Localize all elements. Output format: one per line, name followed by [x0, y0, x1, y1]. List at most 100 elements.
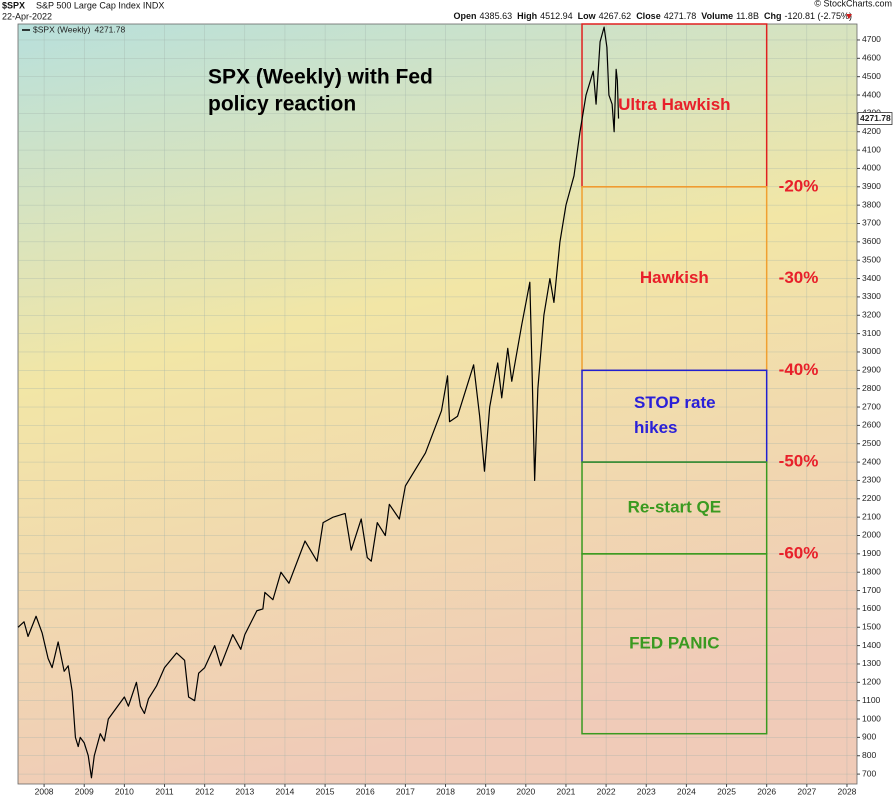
x-tick-label: 2010	[115, 786, 134, 796]
x-tick-label: 2008	[35, 786, 54, 796]
zone-label: STOP rate	[634, 393, 716, 412]
y-tick-label: 3800	[862, 199, 881, 209]
x-tick-label: 2021	[556, 786, 575, 796]
x-tick-label: 2025	[717, 786, 736, 796]
y-tick-label: 4400	[862, 89, 881, 99]
y-tick-label: 3000	[862, 346, 881, 356]
level-label: -40%	[779, 360, 819, 379]
y-tick-label: 1600	[862, 603, 881, 613]
y-tick-label: 4200	[862, 126, 881, 136]
y-tick-label: 1300	[862, 658, 881, 668]
y-tick-label: 700	[862, 768, 876, 778]
y-tick-label: 1900	[862, 548, 881, 558]
y-tick-label: 2100	[862, 511, 881, 521]
zone-box	[581, 553, 768, 735]
y-tick-label: 4700	[862, 34, 881, 44]
y-tick-label: 1500	[862, 622, 881, 632]
quote-value: 4512.94	[540, 11, 573, 21]
symbol: $SPX	[2, 0, 25, 10]
quote-value: -120.81 (-2.75%)	[784, 11, 852, 21]
x-tick-label: 2022	[597, 786, 616, 796]
zone-label: Hawkish	[640, 268, 709, 287]
x-tick-label: 2018	[436, 786, 455, 796]
y-tick-label: 1000	[862, 713, 881, 723]
y-tick-label: 3400	[862, 273, 881, 283]
quote-label: Low	[578, 11, 597, 21]
x-tick-label: 2011	[155, 786, 174, 796]
x-tick-label: 2023	[637, 786, 656, 796]
index-name: S&P 500 Large Cap Index INDX	[36, 0, 164, 10]
y-tick-label: 3600	[862, 236, 881, 246]
quote-label: Chg	[764, 11, 782, 21]
y-tick-label: 2800	[862, 383, 881, 393]
x-tick-label: 2027	[797, 786, 816, 796]
zone-label: FED PANIC	[629, 633, 719, 652]
y-tick-label: 3900	[862, 181, 881, 191]
level-label: -30%	[779, 268, 819, 287]
level-label: -50%	[779, 452, 819, 471]
quote-label: Close	[636, 11, 661, 21]
y-tick-label: 4100	[862, 144, 881, 154]
x-tick-label: 2028	[838, 786, 857, 796]
quote-value: 4385.63	[480, 11, 513, 21]
y-tick-label: 2300	[862, 475, 881, 485]
x-tick-label: 2009	[75, 786, 94, 796]
y-tick-label: 2000	[862, 530, 881, 540]
quote: Open 4385.63 High 4512.94 Low 4267.62 Close 427…	[454, 11, 852, 21]
y-tick-label: 1200	[862, 677, 881, 687]
legend-value: 4271.78	[94, 24, 125, 34]
zone-label: hikes	[634, 418, 677, 437]
y-tick-label: 1700	[862, 585, 881, 595]
level-label: -20%	[779, 176, 819, 195]
x-tick-label: 2017	[396, 786, 415, 796]
watermark: © StockCharts.com	[814, 0, 892, 8]
header: $SPX S&P 500 Large Cap Index INDX 22-Apr…	[2, 0, 892, 21]
x-tick-label: 2019	[476, 786, 495, 796]
zone-label: Re-start QE	[628, 497, 722, 516]
plot: 2008 2009 2010 2011 2012 2013 2014 2015 2016 2017…	[17, 23, 893, 796]
x-tick-label: 2024	[677, 786, 696, 796]
y-tick-label: 3200	[862, 310, 881, 320]
y-tick-label: 2700	[862, 401, 881, 411]
quote-label: High	[517, 11, 537, 21]
y-tick-label: 2200	[862, 493, 881, 503]
quote-value: 4271.78	[664, 11, 697, 21]
price-line	[17, 26, 620, 779]
y-tick-label: 2600	[862, 420, 881, 430]
y-tick-label: 3700	[862, 218, 881, 228]
y-tick-label: 3500	[862, 254, 881, 264]
y-tick-label: 2900	[862, 365, 881, 375]
x-tick-label: 2012	[195, 786, 214, 796]
quote-value: 11.8B	[736, 11, 759, 21]
price-tag-box	[857, 112, 893, 125]
y-tick-label: 1400	[862, 640, 881, 650]
down-arrow	[846, 14, 852, 19]
quote-label: Volume	[701, 11, 733, 21]
x-tick-label: 2016	[356, 786, 375, 796]
y-tick-label: 4600	[862, 53, 881, 63]
level-label: -60%	[779, 543, 819, 562]
y-tick-label: 1100	[862, 695, 881, 705]
chart-title: policy reaction	[208, 93, 356, 116]
chart-title: SPX (Weekly) with Fed	[208, 66, 433, 89]
zone-label: Ultra Hawkish	[618, 95, 730, 114]
x-tick-label: 2015	[316, 786, 335, 796]
x-tick-label: 2020	[516, 786, 535, 796]
y-tick-label: 800	[862, 750, 876, 760]
y-tick-label: 900	[862, 732, 876, 742]
date: 22-Apr-2022	[2, 11, 52, 21]
y-tick-label: 4500	[862, 71, 881, 81]
quote-label: Open	[454, 11, 477, 21]
legend-entry: $SPX (Weekly)	[33, 24, 91, 34]
quote-value: 4267.62	[599, 11, 632, 21]
y-tick-label: 4000	[862, 163, 881, 173]
plot-area	[17, 23, 858, 785]
price-tag: 4271.78	[860, 113, 891, 123]
y-tick-label: 1800	[862, 566, 881, 576]
x-tick-label: 2026	[757, 786, 776, 796]
y-tick-label: 3100	[862, 328, 881, 338]
x-tick-label: 2013	[235, 786, 254, 796]
y-tick-label: 2500	[862, 438, 881, 448]
y-tick-label: 2400	[862, 456, 881, 466]
